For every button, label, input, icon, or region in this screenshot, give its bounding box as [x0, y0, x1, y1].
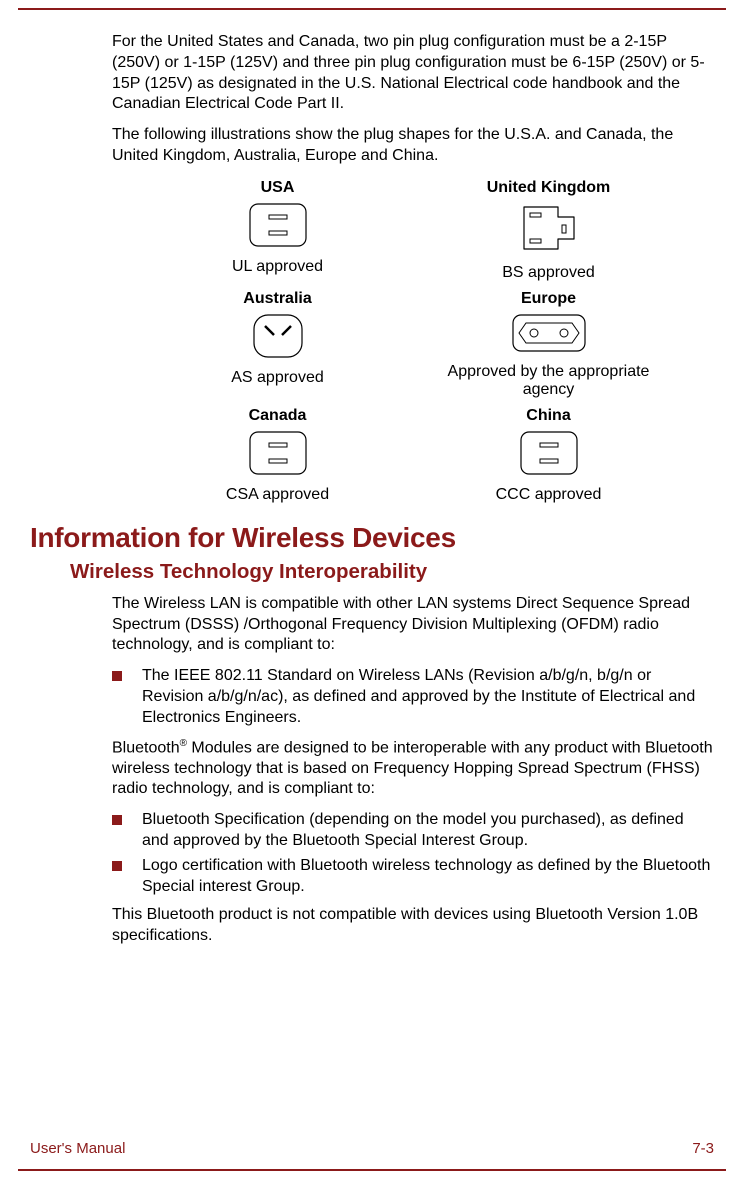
wireless-para-1: The Wireless LAN is compatible with othe…	[112, 594, 714, 656]
plug-au-title: Australia	[152, 290, 403, 308]
subheading-interop: Wireless Technology Interoperability	[70, 560, 714, 584]
plug-usa-icon	[249, 203, 307, 252]
plug-uk-caption: BS approved	[423, 264, 674, 282]
bt-sup: ®	[180, 738, 187, 749]
bt-pre: Bluetooth	[112, 739, 180, 756]
bt-post: Modules are designed to be interoperable…	[112, 739, 713, 798]
bullet-bt-spec-text: Bluetooth Specification (depending on th…	[142, 810, 714, 852]
plug-eu-caption: Approved by the appropriate agency	[423, 363, 674, 399]
plug-usa-title: USA	[152, 179, 403, 197]
plug-au-icon	[253, 314, 303, 363]
page-footer: User's Manual 7-3	[30, 1140, 714, 1157]
plug-usa-caption: UL approved	[152, 258, 403, 276]
bullet-bt-logo: Logo certification with Bluetooth wirele…	[112, 856, 714, 898]
intro-para-1: For the United States and Canada, two pi…	[112, 32, 714, 115]
plug-uk: United Kingdom BS approved	[423, 179, 674, 282]
plug-cn-icon	[520, 431, 578, 480]
plug-au-caption: AS approved	[152, 369, 403, 387]
bullet-marker-icon	[112, 861, 122, 871]
plug-uk-title: United Kingdom	[423, 179, 674, 197]
bt-incompat-para: This Bluetooth product is not compatible…	[112, 905, 714, 947]
bluetooth-para: Bluetooth® Modules are designed to be in…	[112, 737, 714, 801]
plug-ca-icon	[249, 431, 307, 480]
plug-eu-icon	[512, 314, 586, 357]
plug-au: Australia AS approved	[152, 290, 403, 399]
footer-left: User's Manual	[30, 1140, 125, 1157]
heading-info-wireless: Information for Wireless Devices	[30, 522, 714, 554]
plug-cn-caption: CCC approved	[423, 486, 674, 504]
plug-cn: China CCC approved	[423, 407, 674, 504]
bullet-bt-spec: Bluetooth Specification (depending on th…	[112, 810, 714, 852]
bullet-ieee: The IEEE 802.11 Standard on Wireless LAN…	[112, 666, 714, 728]
plug-usa: USA UL approved	[152, 179, 403, 282]
bullet-marker-icon	[112, 671, 122, 681]
page-content: For the United States and Canada, two pi…	[112, 32, 714, 1119]
plug-ca-caption: CSA approved	[152, 486, 403, 504]
plug-ca-title: Canada	[152, 407, 403, 425]
plug-cn-title: China	[423, 407, 674, 425]
plug-ca: Canada CSA approved	[152, 407, 403, 504]
intro-para-2: The following illustrations show the plu…	[112, 125, 714, 167]
plug-eu-title: Europe	[423, 290, 674, 308]
footer-right: 7-3	[692, 1140, 714, 1157]
plug-eu: Europe Approved by the appropriate agenc…	[423, 290, 674, 399]
bullet-ieee-text: The IEEE 802.11 Standard on Wireless LAN…	[142, 666, 714, 728]
plug-uk-icon	[520, 203, 578, 258]
bullet-bt-logo-text: Logo certification with Bluetooth wirele…	[142, 856, 714, 898]
plug-grid: USA UL approved United Kingdom	[152, 179, 674, 504]
bullet-marker-icon	[112, 815, 122, 825]
